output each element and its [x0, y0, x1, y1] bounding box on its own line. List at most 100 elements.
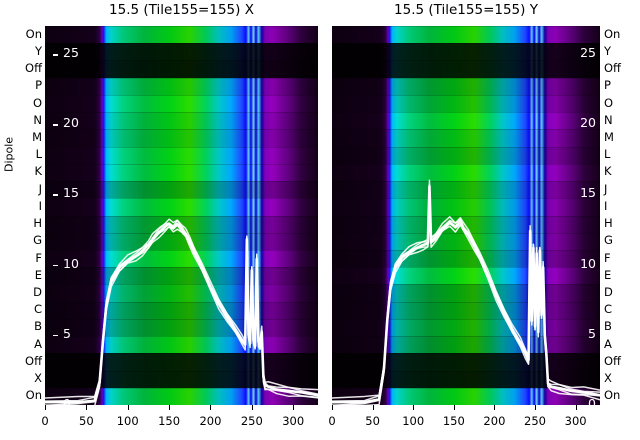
- panel-y-title: 15.5 (Tile155=155) Y: [394, 2, 538, 18]
- heatmap-rowline: [45, 163, 318, 165]
- heatmap-row-band: [45, 112, 318, 130]
- heatmap-rowline: [45, 129, 318, 131]
- heatmap-row-band: [45, 387, 318, 405]
- heatmap-rowline: [332, 146, 600, 148]
- heatmap-rowline: [45, 77, 318, 79]
- category-tick-label: B: [34, 319, 42, 334]
- x-tick-mark: [575, 405, 577, 410]
- heatmap-rowline: [332, 215, 600, 217]
- heatmap-panel-x[interactable]: [45, 26, 318, 405]
- category-tick-label: N: [33, 112, 42, 127]
- trace-line: [45, 222, 318, 404]
- heatmap-rowline: [45, 301, 318, 303]
- x-tick-mark: [535, 405, 537, 410]
- trace-line: [332, 183, 600, 402]
- category-tick-label: M: [604, 129, 614, 144]
- heatmap-row-band: [332, 94, 600, 113]
- panel-x-title: 15.5 (Tile155=155) X: [109, 2, 254, 18]
- x-tick-label: 0: [328, 414, 336, 428]
- category-tick-label: J: [38, 181, 42, 196]
- trace-line: [332, 179, 600, 399]
- heatmap-rowline: [332, 284, 600, 286]
- heatmap-row-band: [332, 163, 600, 182]
- heatmap-row-band: [45, 163, 318, 182]
- x-tick-label: 200: [483, 414, 506, 428]
- category-tick-label: C: [33, 302, 42, 317]
- trace-line: [332, 184, 600, 404]
- category-tick-label: On: [25, 388, 42, 403]
- heatmap-rowline: [332, 129, 600, 131]
- category-tick-label: I: [604, 198, 608, 213]
- heatmap-row-band: [332, 387, 600, 405]
- heatmap-rowline: [45, 336, 318, 338]
- trace-line: [45, 219, 318, 402]
- heatmap-rowline: [45, 249, 318, 251]
- category-tick-label: F: [604, 250, 611, 265]
- heatmap-row-band: [45, 94, 318, 113]
- heatmap-row-band: [332, 43, 600, 62]
- heatmap-rowline: [45, 318, 318, 320]
- x-tick-mark: [413, 405, 415, 410]
- category-tick-label: Off: [25, 353, 42, 368]
- x-tick-label: 50: [365, 414, 380, 428]
- x-tick-mark: [332, 405, 333, 410]
- category-tick-label: On: [25, 26, 42, 41]
- category-tick-label: D: [604, 285, 613, 300]
- heatmap-row-band: [45, 284, 318, 303]
- category-tick-label: A: [34, 336, 42, 351]
- heatmap-rowline: [45, 181, 318, 183]
- category-tick-label: H: [604, 216, 613, 231]
- trace-line: [332, 188, 600, 405]
- category-tick-label: D: [33, 285, 42, 300]
- x-tick-label: 200: [199, 414, 222, 428]
- trace-overlay-y: [332, 179, 600, 405]
- heatmap-row-band: [332, 370, 600, 389]
- x-tick-mark: [372, 405, 374, 410]
- x-tick-mark: [45, 405, 46, 410]
- heatmap-row-band: [332, 146, 600, 165]
- x-tick-mark: [293, 405, 295, 410]
- heatmap-row-band: [332, 336, 600, 354]
- heatmap-row-band: [332, 181, 600, 199]
- heatmap-row-band: [45, 146, 318, 165]
- heatmap-rowline: [45, 94, 318, 96]
- heatmap-rowline: [332, 77, 600, 79]
- heatmap-rowline: [332, 181, 600, 183]
- category-ticklabels-left: On Y Off P O N M L K J I H G F E D C B A Off X On: [0, 26, 44, 405]
- category-tick-label: C: [604, 302, 613, 317]
- x-tick-label: 150: [158, 414, 181, 428]
- heatmap-rowline: [45, 267, 318, 269]
- heatmap-rowline: [45, 232, 318, 234]
- heatmap-rowline: [45, 284, 318, 286]
- category-tick-label: E: [34, 267, 42, 282]
- heatmap-row-band: [45, 181, 318, 199]
- category-tick-label: H: [33, 216, 42, 231]
- category-tick-label: X: [34, 371, 42, 386]
- heatmap-row-band: [45, 77, 318, 96]
- x-tick-label: 300: [564, 414, 587, 428]
- heatmap-panel-y[interactable]: [332, 26, 600, 405]
- category-tick-label: Off: [604, 353, 621, 368]
- x-tick-mark: [251, 405, 253, 410]
- category-tick-label: Off: [604, 61, 621, 76]
- heatmap-rowline: [332, 249, 600, 251]
- category-tick-label: Off: [25, 61, 42, 76]
- heatmap-rowline: [45, 370, 318, 372]
- category-tick-label: On: [604, 26, 621, 41]
- heatmap-row-band: [332, 318, 600, 337]
- heatmap-row-band: [332, 60, 600, 79]
- x-tick-label: 50: [79, 414, 94, 428]
- heatmap-row-band: [45, 26, 318, 44]
- heatmap-row-band: [45, 370, 318, 389]
- heatmap-rowline: [332, 318, 600, 320]
- category-tick-label: M: [32, 129, 42, 144]
- category-tick-label: N: [604, 112, 613, 127]
- trace-line: [45, 224, 318, 405]
- heatmap-row-band: [332, 198, 600, 217]
- category-tick-label: O: [604, 95, 614, 110]
- heatmap-row-band: [332, 77, 600, 96]
- heatmap-rowline: [45, 60, 318, 62]
- category-tick-label: G: [33, 233, 42, 248]
- trace-overlay-x: [45, 218, 318, 405]
- heatmap-rowline: [332, 370, 600, 372]
